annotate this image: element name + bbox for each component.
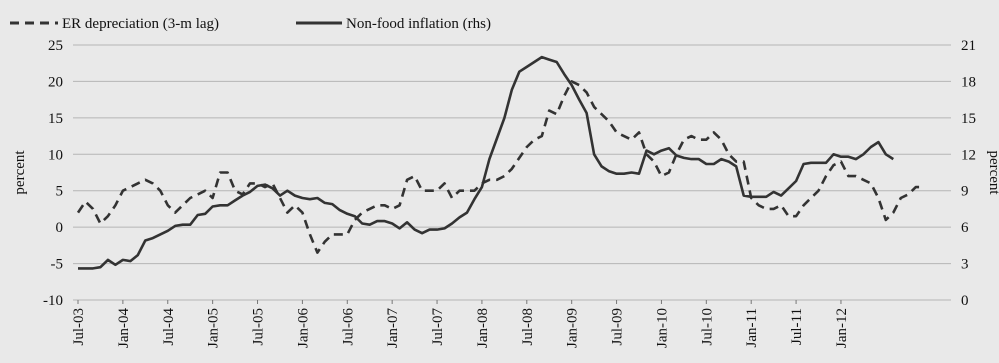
series-line-non-food-inflation — [78, 55, 895, 270]
x-tick-label: Jul-11 — [789, 308, 805, 345]
x-tick-label: Jul-07 — [430, 308, 446, 346]
y-right-tick-label: 6 — [961, 220, 969, 236]
x-tick-label: Jan-08 — [475, 308, 491, 348]
y-right-tick-label: 12 — [961, 147, 976, 163]
legend: ER depreciation (3-m lag) Non-food inflat… — [10, 16, 491, 32]
x-tick-label: Jan-12 — [834, 308, 850, 348]
y-left-tick-label: -5 — [51, 257, 64, 273]
x-tick-label: Jan-10 — [654, 308, 670, 348]
x-tick-label: Jan-11 — [744, 308, 760, 347]
x-tick-label: Jul-03 — [71, 308, 87, 346]
y-left-tick-label: 0 — [56, 220, 64, 236]
x-tick-label: Jul-09 — [610, 308, 626, 346]
legend-label-er-depreciation: ER depreciation (3-m lag) — [62, 16, 219, 32]
y-right-tick-label: 0 — [961, 293, 969, 309]
x-tick-label: Jul-10 — [699, 308, 715, 346]
x-tick-label: Jan-07 — [385, 308, 401, 348]
y-right-tick-label: 21 — [961, 38, 976, 54]
y-left-tick-label: 15 — [48, 111, 63, 127]
y-left-axis-title: percent — [12, 150, 28, 195]
x-tick-label: Jan-06 — [295, 308, 311, 348]
y-left-tick-label: 20 — [48, 74, 63, 90]
x-tick-label: Jan-05 — [206, 308, 222, 348]
y-right-tick-label: 3 — [961, 257, 969, 273]
grid-lines — [73, 44, 951, 301]
axes: -10 -5 0 5 10 15 20 25 0 3 6 9 12 15 18 21 percent percen… — [12, 38, 999, 348]
y-right-tick-label: 9 — [961, 184, 969, 200]
y-left-tick-label: 25 — [48, 38, 63, 54]
x-tick-label: Jan-04 — [116, 308, 132, 348]
y-left-tick-label: 10 — [48, 147, 63, 163]
x-tick-label: Jul-06 — [340, 308, 356, 346]
series-lines — [76, 55, 924, 270]
x-tick-label: Jul-05 — [251, 308, 267, 346]
y-right-tick-label: 18 — [961, 74, 976, 90]
x-tick-label: Jan-09 — [565, 308, 581, 348]
legend-label-non-food-inflation: Non-food inflation (rhs) — [346, 16, 491, 32]
series-line-er-depreciation — [76, 80, 924, 254]
y-left-tick-label: -10 — [43, 293, 63, 309]
y-right-axis-title: percent — [986, 150, 999, 195]
y-left-tick-label: 5 — [56, 184, 64, 200]
x-tick-label: Jul-04 — [161, 308, 177, 346]
x-tick-label: Jul-08 — [520, 308, 536, 346]
y-right-tick-label: 15 — [961, 111, 976, 127]
